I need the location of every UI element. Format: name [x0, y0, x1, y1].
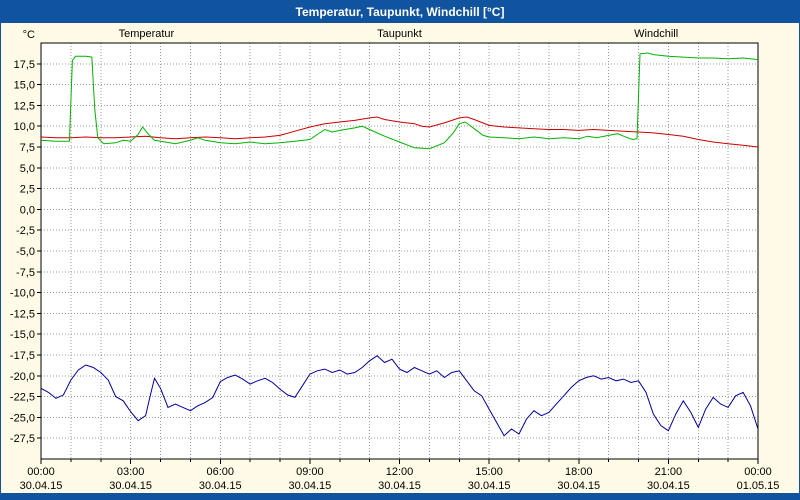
y-tick-label: -10,0 — [10, 288, 35, 300]
x-tick-time-label: 03:00 — [117, 466, 145, 478]
y-tick-label: -27,5 — [10, 433, 35, 445]
legend-taupunkt: Taupunkt — [377, 28, 422, 40]
x-tick-time-label: 21:00 — [655, 466, 683, 478]
y-tick-label: 5,0 — [20, 163, 35, 175]
y-tick-label: -12,5 — [10, 308, 35, 320]
x-tick-date-label: 30.04.15 — [378, 480, 421, 492]
x-tick-date-label: 30.04.15 — [288, 480, 331, 492]
y-tick-label: -20,0 — [10, 371, 35, 383]
x-tick-time-label: 15:00 — [475, 466, 503, 478]
y-tick-label: 17,5 — [14, 59, 35, 71]
y-tick-label: 12,5 — [14, 100, 35, 112]
x-tick-time-label: 00:00 — [27, 466, 55, 478]
series-windchill — [40, 52, 759, 150]
x-tick-time-label: 18:00 — [565, 466, 593, 478]
x-tick-date-label: 30.04.15 — [20, 480, 63, 492]
y-tick-label: -22,5 — [10, 392, 35, 404]
y-tick-label: -15,0 — [10, 329, 35, 341]
series-taupunkt — [40, 355, 759, 437]
x-tick-time-label: 12:00 — [386, 466, 414, 478]
chart-svg: 17,5 15,0 12,5 10,0 7,5 5,0 2,5 0,0 -2,5 -5,0 -7,5… — [10, 28, 780, 492]
y-tick-label: -5,0 — [16, 246, 35, 258]
footer-bar — [1, 493, 799, 499]
x-tick-time-label: 06:00 — [206, 466, 234, 478]
window-titlebar: Temperatur, Taupunkt, Windchill [°C] — [1, 1, 799, 23]
y-axis-unit-label: °C — [23, 29, 35, 41]
y-tick-label: 0,0 — [20, 204, 35, 216]
y-tick-label: 7,5 — [20, 142, 35, 154]
y-tick-label: -25,0 — [10, 412, 35, 424]
y-tick-label: -7,5 — [16, 267, 35, 279]
y-tick-label: -2,5 — [16, 225, 35, 237]
y-tick-label: -17,5 — [10, 350, 35, 362]
x-tick-date-label: 01.05.15 — [737, 480, 780, 492]
chart-area: 17,5 15,0 12,5 10,0 7,5 5,0 2,5 0,0 -2,5 -5,0 -7,5… — [1, 23, 799, 493]
x-tick-date-label: 30.04.15 — [557, 480, 600, 492]
x-tick-date-label: 30.04.15 — [199, 480, 242, 492]
x-tick-date-label: 30.04.15 — [647, 480, 690, 492]
legend-windchill: Windchill — [634, 28, 678, 40]
y-tick-label: 10,0 — [14, 121, 35, 133]
window-title: Temperatur, Taupunkt, Windchill [°C] — [295, 5, 505, 19]
y-tick-label: 2,5 — [20, 184, 35, 196]
x-tick-date-label: 30.04.15 — [109, 480, 152, 492]
x-tick-time-label: 00:00 — [744, 466, 772, 478]
x-tick-date-label: 30.04.15 — [468, 480, 511, 492]
y-tick-label: 15,0 — [14, 80, 35, 92]
legend-temperatur: Temperatur — [119, 28, 175, 40]
x-tick-time-label: 09:00 — [296, 466, 324, 478]
series-temperatur — [40, 116, 759, 148]
